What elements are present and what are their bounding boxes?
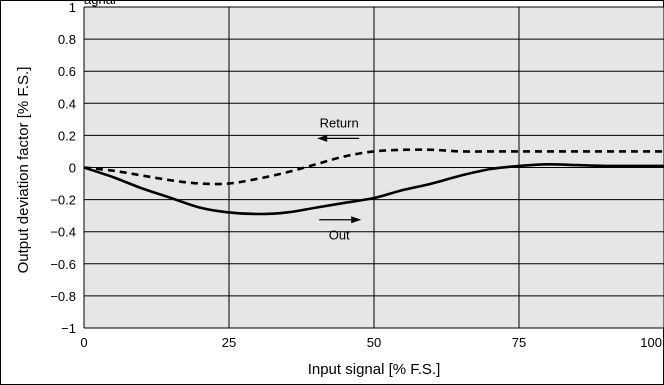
x-tick-label: 50 [367,335,381,350]
grid-lines [83,6,664,329]
y-tick-label: 0 [69,161,76,176]
y-tick-label: 0.8 [58,32,76,47]
y-tick-label: 0.2 [58,128,76,143]
y-axis-label: Output deviation factor [% F.S.] [15,67,32,274]
series-return-line [83,148,664,186]
x-tick-label: 100 [640,335,662,350]
y-tick-label: 0.6 [58,64,76,79]
y-tick-label: 0.4 [58,96,76,111]
annotations: Return Out [317,115,362,243]
y-tick-label: −0.2 [50,193,76,208]
top-label-fragment: agnal [84,0,116,7]
y-tick-label: −0.4 [50,225,76,240]
x-tick-label: 25 [222,335,236,350]
annotation-return-arrow [317,134,360,142]
series-layer [83,148,664,216]
annotation-out-arrow [319,216,362,224]
y-tick-label: −1 [61,321,76,336]
y-tick-labels: −1 −0.8 −0.6 −0.4 −0.2 0 0.2 0.4 0.6 0.8 1 [50,0,76,336]
y-tick-label: −0.8 [50,289,76,304]
x-axis-label: Input signal [% F.S.] [308,361,441,378]
x-tick-labels: 0 25 50 75 100 [80,335,662,350]
x-tick-label: 0 [80,335,87,350]
annotation-out-label: Out [329,228,350,243]
annotation-return-label: Return [320,115,359,130]
series-out-line [83,162,664,216]
x-tick-label: 75 [512,335,526,350]
y-tick-label: −0.6 [50,257,76,272]
y-tick-label: 1 [69,0,76,15]
